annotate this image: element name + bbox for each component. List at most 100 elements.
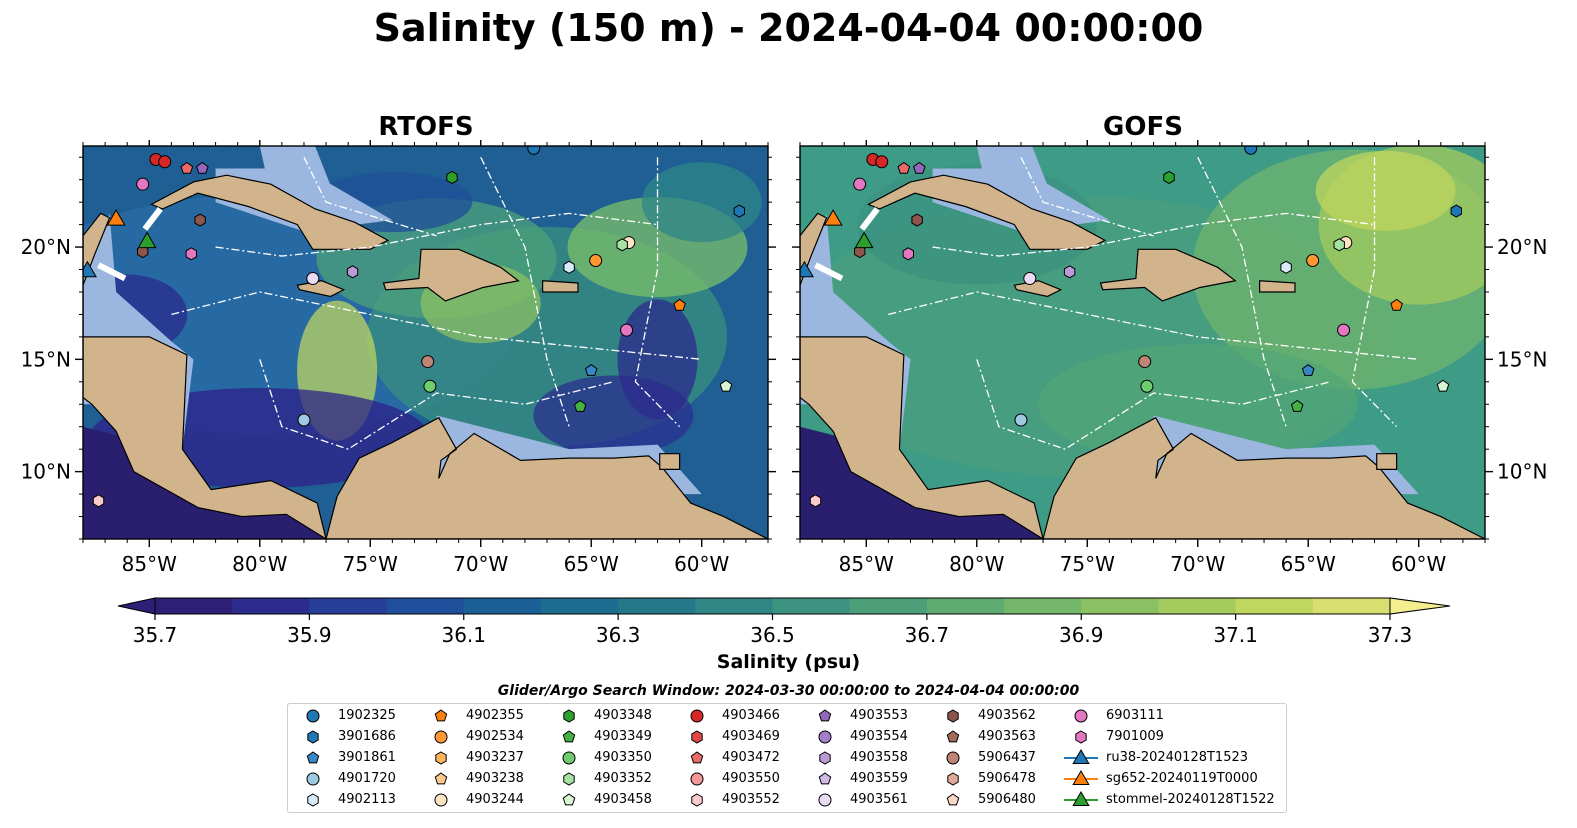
bahamas-bank xyxy=(976,146,1055,203)
central-america-land xyxy=(83,146,327,539)
legend-float-symbol xyxy=(691,730,703,744)
legend-glider-symbol xyxy=(1072,791,1090,806)
legend-entry-label: 4903244 xyxy=(466,792,524,807)
colorbar-bin xyxy=(618,598,696,614)
legend-glider-symbol xyxy=(1072,749,1090,764)
colorbar-tick-label: 36.5 xyxy=(750,623,795,647)
legend-entry-label: stommel-20240128T1522 xyxy=(1106,792,1275,807)
legend-float-symbol xyxy=(947,772,959,786)
legend-entry-label: 4903561 xyxy=(850,792,908,807)
argo-float-marker xyxy=(673,298,686,311)
glider-marker xyxy=(823,209,843,226)
latitude-tick-label: 15°N xyxy=(21,347,71,371)
argo-float-marker xyxy=(194,213,206,227)
legend-glider-symbol xyxy=(1072,770,1090,785)
legend-entry-label: 4903559 xyxy=(850,771,908,786)
argo-float-marker xyxy=(616,238,628,252)
argo-float-marker xyxy=(1244,146,1258,155)
argo-float-marker xyxy=(911,213,923,227)
legend-entry-label: 3901861 xyxy=(338,750,396,765)
longitude-tick-label: 65°W xyxy=(564,552,619,576)
longitude-tick-label: 70°W xyxy=(453,552,508,576)
puerto-rico-land xyxy=(542,280,579,293)
colorbar-bin xyxy=(309,598,388,614)
latitude-tick-label: 15°N xyxy=(1497,347,1547,371)
argo-float-marker xyxy=(1138,355,1152,369)
legend-float-symbol xyxy=(1074,709,1088,723)
argo-float-marker xyxy=(421,355,435,369)
argo-float-marker xyxy=(1337,323,1351,337)
longitude-tick-label: 85°W xyxy=(122,552,177,576)
longitude-tick-label: 80°W xyxy=(949,552,1004,576)
legend-float-symbol xyxy=(562,730,576,743)
legend-entry-label: 4903563 xyxy=(978,729,1036,744)
legend-float-symbol xyxy=(562,751,576,765)
eez-boundary-line xyxy=(634,157,681,428)
legend-float-symbol xyxy=(435,751,447,765)
puerto-rico-land xyxy=(1259,280,1296,293)
argo-float-marker xyxy=(589,254,603,268)
legend-entry-label: 3901686 xyxy=(338,729,396,744)
trinidad-land xyxy=(1376,453,1398,470)
legend-float-symbol xyxy=(563,772,575,786)
eez-boundary-line xyxy=(888,291,1419,360)
argo-float-marker xyxy=(1280,260,1292,274)
longitude-tick-label: 70°W xyxy=(1170,552,1225,576)
eez-boundary-line xyxy=(480,156,570,427)
argo-float-marker xyxy=(1301,363,1315,376)
colorbar-tick-label: 36.9 xyxy=(1059,623,1104,647)
legend-float-symbol xyxy=(946,730,960,743)
colorbar-bin xyxy=(1158,598,1237,614)
gofs-salinity-map: 85°W 80°W 75°W 70°W 65°W 60°W 20°N 15°N 10°N xyxy=(792,140,1547,576)
florida-land xyxy=(914,146,924,147)
legend-entry-label: 4902534 xyxy=(466,729,524,744)
argo-float-marker xyxy=(1290,399,1304,412)
colorbar-bin xyxy=(772,598,851,614)
legend-entry-label: 4903466 xyxy=(722,708,780,723)
hispaniola-land xyxy=(1099,248,1237,302)
argo-float-marker xyxy=(297,413,311,427)
legend-entry-label: ru38-20240128T1523 xyxy=(1106,750,1249,765)
colorbar-bin xyxy=(386,598,465,614)
figure-title: Salinity (150 m) - 2024-04-04 00:00:00 xyxy=(373,6,1204,50)
argo-float-marker xyxy=(1014,413,1028,427)
glider-marker xyxy=(854,231,874,249)
argo-float-marker xyxy=(897,161,911,174)
colorbar-label: Salinity (psu) xyxy=(716,651,861,673)
argo-float-marker xyxy=(136,177,150,191)
argo-float-marker xyxy=(346,265,359,279)
colorbar-bin xyxy=(463,598,542,614)
legend-entry-label: 5906478 xyxy=(978,771,1036,786)
latitude-tick-label: 10°N xyxy=(21,460,71,484)
argo-float-marker xyxy=(1163,170,1175,184)
hispaniola-land xyxy=(382,248,520,302)
colorbar-bin xyxy=(849,598,928,614)
colorbar-extend-max xyxy=(1389,597,1451,615)
legend-entry-label: 4903458 xyxy=(594,792,652,807)
argo-float-marker xyxy=(1450,204,1462,218)
argo-float-marker xyxy=(902,247,914,261)
legend-entry-label: 4903558 xyxy=(850,750,908,765)
colorbar-extend-min xyxy=(117,597,156,615)
argo-float-marker xyxy=(1436,379,1450,392)
colorbar-tick-label: 36.3 xyxy=(596,623,641,647)
gofs-panel-title: GOFS xyxy=(1103,112,1183,142)
longitude-tick-label: 65°W xyxy=(1281,552,1336,576)
argo-float-marker xyxy=(1306,254,1320,268)
longitude-tick-label: 85°W xyxy=(839,552,894,576)
longitude-tick-label: 75°W xyxy=(1060,552,1115,576)
legend-float-symbol xyxy=(946,751,960,765)
legend-entry-label: 4903349 xyxy=(594,729,652,744)
colorbar-tick-label: 37.1 xyxy=(1213,623,1258,647)
florida-land xyxy=(197,146,207,147)
glider-track xyxy=(859,207,880,231)
colorbar-bin xyxy=(1004,598,1082,614)
legend-entry-label: 4903550 xyxy=(722,771,780,786)
legend: 1902325 3901686 3901861 4901720 4902113 49023… xyxy=(287,703,1287,813)
legend-float-symbol xyxy=(306,772,320,786)
legend-entry-label: 4903348 xyxy=(594,708,652,723)
legend-float-symbol xyxy=(434,793,448,807)
legend-entry-label: 4903352 xyxy=(594,771,652,786)
legend-float-symbol xyxy=(818,709,832,722)
argo-float-marker xyxy=(1063,265,1076,279)
